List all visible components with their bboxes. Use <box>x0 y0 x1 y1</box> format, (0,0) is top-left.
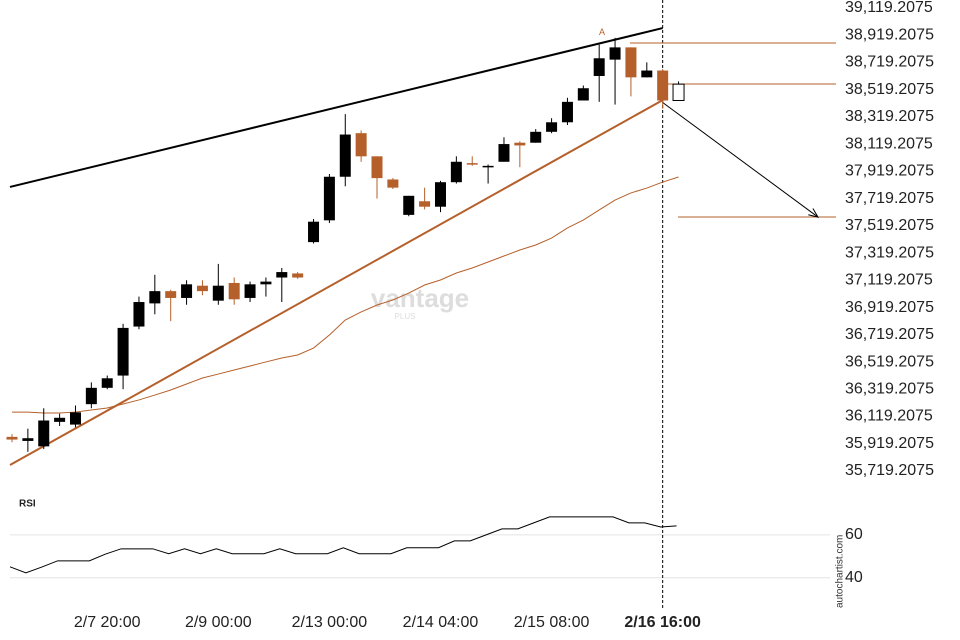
y-tick-label: 38,519.2075 <box>845 81 934 98</box>
y-tick-label: 36,119.2075 <box>845 408 933 425</box>
x-tick-label: 2/14 04:00 <box>403 614 479 631</box>
y-tick-label: 35,719.2075 <box>845 462 934 479</box>
candle-body <box>244 284 256 298</box>
candle-body <box>22 438 34 441</box>
candle-body <box>323 176 335 221</box>
candle-body <box>6 436 18 440</box>
candle-body <box>355 133 367 157</box>
candle-body <box>450 161 462 183</box>
candle-body <box>371 156 383 179</box>
x-tick-label: 2/9 00:00 <box>185 614 252 631</box>
candle-body <box>212 285 224 301</box>
candle-body <box>292 273 304 278</box>
credit: autochartist.com <box>835 535 846 608</box>
candle-body <box>228 282 240 300</box>
y-tick-label: 36,719.2075 <box>845 326 934 343</box>
candle-body <box>149 291 161 304</box>
candle-body <box>276 272 288 278</box>
candle-body <box>514 142 526 146</box>
resistance-line <box>9 27 663 188</box>
candle-body <box>609 47 621 60</box>
y-tick-label: 38,719.2075 <box>845 54 934 71</box>
rsi-title: RSI <box>19 499 36 510</box>
candle-body <box>85 387 97 405</box>
y-tick-label: 36,519.2075 <box>845 353 934 370</box>
candle-body <box>419 201 431 207</box>
y-tick-label: 38,119.2075 <box>845 135 933 152</box>
y-tick-label: 60 <box>845 526 863 543</box>
y-tick-label: 37,919.2075 <box>845 163 934 180</box>
candle-body <box>466 163 478 165</box>
candle-body <box>657 70 669 101</box>
candle-body <box>133 302 145 327</box>
candle-body <box>69 412 81 425</box>
candle-body <box>54 417 66 422</box>
candle-body <box>625 47 637 78</box>
candle-body <box>117 327 129 376</box>
candle-body <box>546 122 558 132</box>
support-line <box>9 99 664 466</box>
x-tick-label: 2/13 00:00 <box>292 614 368 631</box>
moving-average <box>12 176 679 414</box>
watermark-sub: PLUS <box>395 312 416 321</box>
candle-body <box>403 195 415 215</box>
candle-body <box>498 144 510 162</box>
rsi-line <box>9 516 677 574</box>
y-tick-label: 37,719.2075 <box>845 190 934 207</box>
candle-body <box>593 58 605 76</box>
y-tick-label: 35,919.2075 <box>845 435 934 452</box>
x-tick-label: 2/7 20:00 <box>74 614 141 631</box>
candle-body <box>561 101 573 123</box>
candle-body <box>387 179 399 188</box>
candle-body <box>672 83 685 101</box>
x-tick-label: 2/16 16:00 <box>624 614 701 631</box>
y-tick-label: 37,319.2075 <box>845 244 934 261</box>
candle-body <box>181 284 193 298</box>
candle-body <box>38 420 50 447</box>
candle-body <box>482 165 494 168</box>
arrow-head <box>808 208 820 218</box>
candle-body <box>434 182 446 207</box>
y-tick-label: 37,119.2075 <box>845 272 933 289</box>
y-tick-label: 39,119.2075 <box>845 0 933 16</box>
candle-body <box>101 378 113 388</box>
point-label: A <box>599 27 605 37</box>
candle-body <box>339 134 351 177</box>
candle-body <box>196 285 208 292</box>
y-tick-label: 36,919.2075 <box>845 299 934 316</box>
y-tick-label: 38,919.2075 <box>845 26 934 43</box>
candle-body <box>641 70 653 78</box>
candle-body <box>165 291 177 298</box>
projection-arrow <box>662 102 819 218</box>
candle-body <box>308 221 320 243</box>
candle-body <box>577 88 589 101</box>
candle-body <box>260 281 272 285</box>
x-tick-label: 2/15 08:00 <box>514 614 590 631</box>
y-tick-label: 38,319.2075 <box>845 108 934 125</box>
y-tick-label: 40 <box>845 569 863 586</box>
y-tick-label: 36,319.2075 <box>845 381 934 398</box>
y-tick-label: 37,519.2075 <box>845 217 934 234</box>
candle-body <box>530 131 542 143</box>
